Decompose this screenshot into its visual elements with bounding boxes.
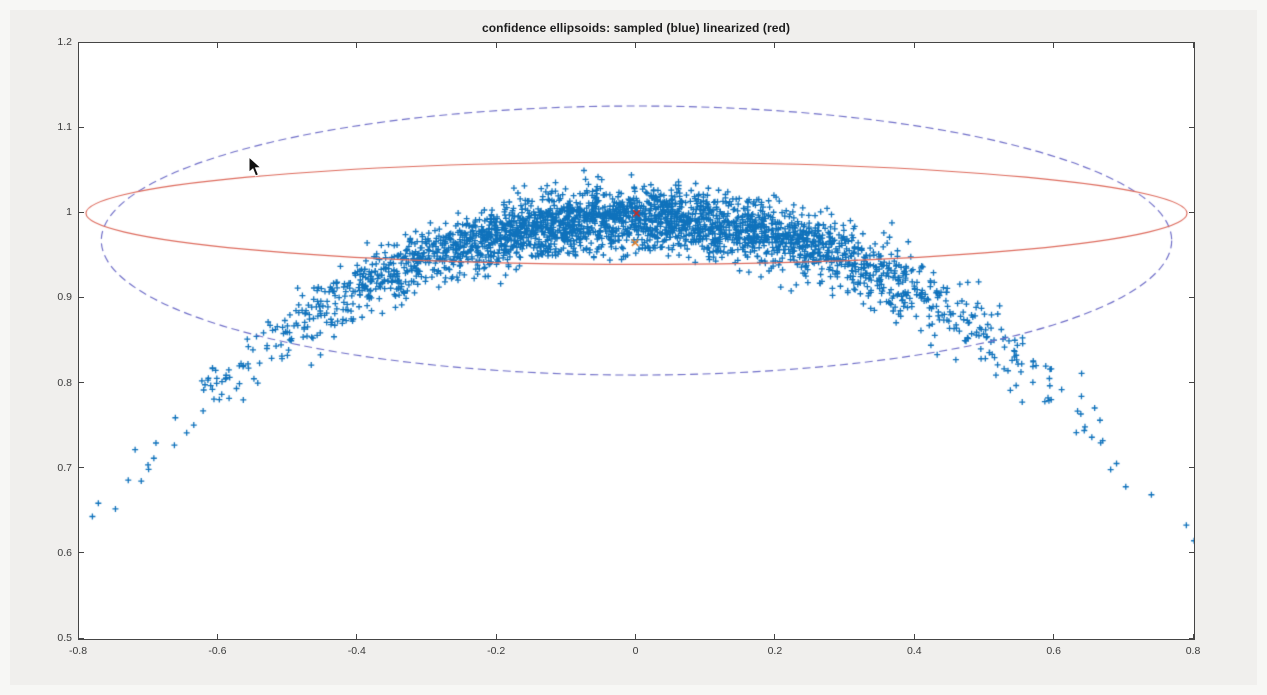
y-tick-label: 1.2: [57, 36, 72, 48]
y-tick-mark: [79, 41, 84, 43]
y-tick-mark: [79, 552, 84, 554]
y-tick-label: 0.7: [57, 461, 72, 474]
x-tick-label: 0.4: [906, 645, 922, 657]
y-tick-mark: [1189, 126, 1194, 128]
x-tick-mark: [216, 43, 218, 48]
y-tick-mark: [1189, 296, 1194, 298]
x-tick-mark: [1192, 634, 1194, 639]
y-tick-label: 0.8: [57, 376, 72, 389]
x-tick-mark: [913, 43, 915, 48]
y-tick-mark: [1189, 41, 1194, 43]
x-tick-mark: [635, 43, 636, 48]
plot-area[interactable]: [78, 42, 1195, 640]
x-tick-mark: [216, 634, 218, 639]
y-tick-mark: [79, 211, 84, 213]
x-tick-label: 0.8: [1185, 645, 1201, 657]
plot-title: confidence ellipsoids: sampled (blue) li…: [481, 21, 791, 35]
scatter-plot-canvas[interactable]: [79, 43, 1194, 639]
y-tick-mark: [1189, 552, 1194, 554]
y-tick-mark: [79, 382, 84, 384]
y-tick-mark: [79, 637, 84, 639]
y-tick-label: 0.5: [57, 632, 72, 644]
x-tick-mark: [774, 43, 776, 48]
x-tick-mark: [356, 634, 358, 639]
x-tick-mark: [77, 634, 79, 639]
y-tick-mark: [1189, 382, 1194, 384]
y-tick-mark: [79, 126, 84, 128]
x-tick-mark: [495, 43, 497, 48]
x-tick-label: 0.2: [767, 645, 783, 657]
x-tick-label: -0.4: [347, 645, 366, 657]
y-tick-label: 0.6: [57, 546, 72, 559]
y-tick-mark: [1189, 637, 1194, 639]
x-tick-label: -0.6: [208, 645, 227, 657]
y-tick-label: 0.9: [57, 291, 72, 304]
x-tick-mark: [913, 634, 915, 639]
x-tick-mark: [774, 634, 776, 639]
y-tick-mark: [79, 467, 84, 469]
x-tick-label: -0.8: [68, 645, 88, 657]
x-tick-mark: [1192, 43, 1194, 48]
x-tick-label: 0: [632, 645, 639, 657]
x-tick-mark: [77, 43, 79, 48]
y-tick-label: 1: [66, 206, 72, 219]
x-tick-label: 0.6: [1046, 645, 1061, 657]
x-tick-mark: [356, 43, 358, 48]
y-tick-mark: [79, 296, 84, 298]
x-tick-mark: [1053, 43, 1055, 48]
y-tick-mark: [1189, 467, 1194, 469]
x-tick-mark: [635, 634, 636, 639]
y-tick-label: 1.1: [57, 121, 72, 134]
x-tick-mark: [495, 634, 497, 639]
y-tick-mark: [1189, 211, 1194, 213]
x-tick-label: -0.2: [487, 645, 506, 657]
x-tick-mark: [1053, 634, 1055, 639]
